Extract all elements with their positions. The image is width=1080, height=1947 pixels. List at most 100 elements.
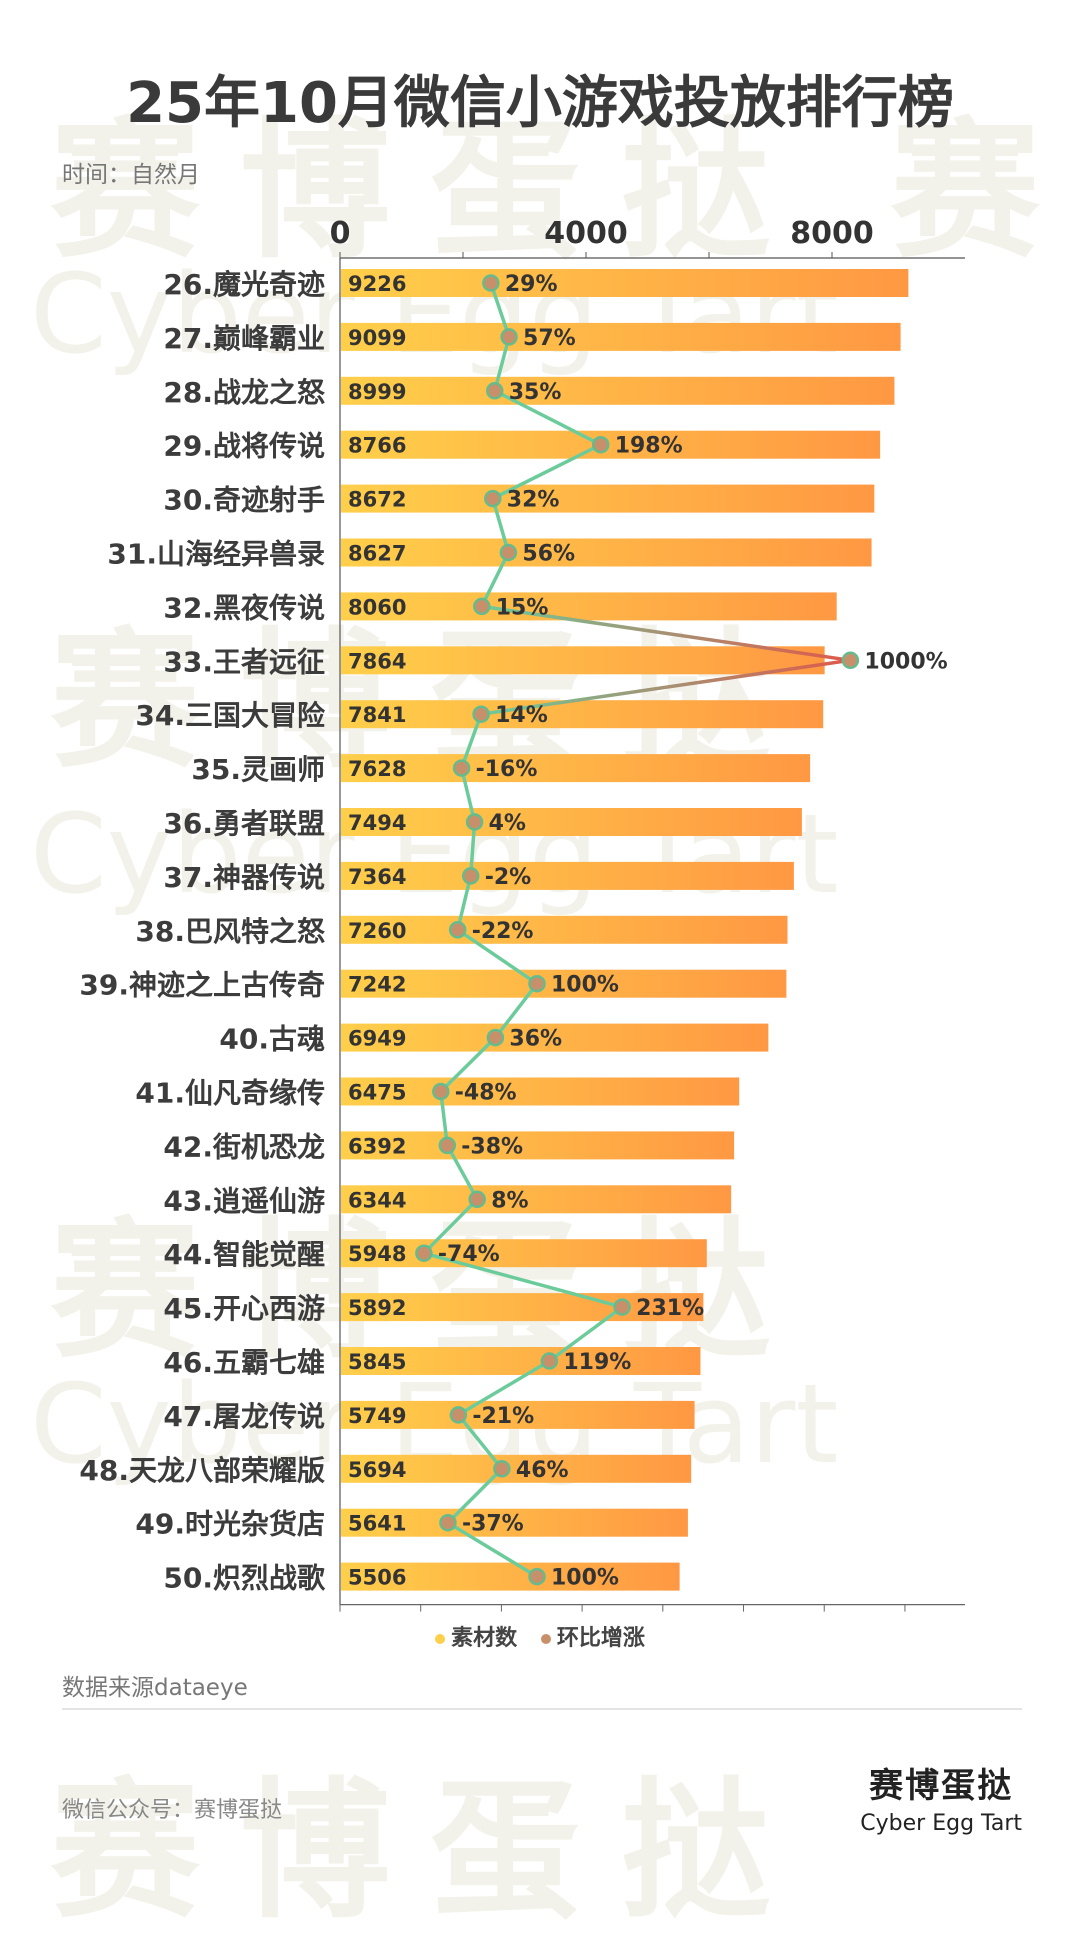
account-label: 微信公众号：赛博蛋挞 [62, 1798, 283, 1823]
bar [341, 538, 872, 567]
growth-line-segment [455, 874, 473, 932]
bar [341, 754, 811, 783]
bar-value-label: 6344 [348, 1188, 406, 1212]
brand-name-en: Cyber Egg Tart [860, 1811, 1022, 1836]
category-label: 31.山海经异兽录 [107, 538, 325, 571]
brand-logo: 赛博蛋挞 Cyber Egg Tart [860, 1758, 1022, 1836]
legend-item-bar[interactable]: 素材数 [435, 1620, 517, 1652]
growth-point [415, 1244, 433, 1262]
growth-line-segment [489, 281, 511, 339]
bar [341, 861, 794, 890]
bar-value-label: 7242 [348, 973, 406, 997]
bar [341, 1454, 692, 1483]
growth-line-segment [480, 550, 511, 609]
growth-point [452, 759, 471, 777]
growth-point [486, 1028, 505, 1047]
growth-label: 1000% [864, 649, 947, 674]
bar [341, 322, 901, 351]
growth-label: 119% [563, 1350, 631, 1375]
category-label: 43.逍遥仙游 [163, 1184, 325, 1217]
bar-value-label: 7260 [348, 919, 406, 943]
growth-label: 15% [496, 595, 549, 620]
bar-value-label: 5694 [348, 1458, 406, 1482]
growth-label: 29% [505, 272, 558, 297]
ranking-chart: 0 4000 8000 26.魔光奇迹 9226 27.巅峰霸业 9099 28.战龙之怒 89… [79, 216, 965, 1612]
category-label: 47.屠龙传说 [163, 1400, 325, 1433]
bar-value-label: 8060 [348, 595, 406, 619]
bar [341, 808, 802, 836]
growth-label: 36% [509, 1027, 562, 1052]
growth-label: 100% [551, 1566, 619, 1591]
growth-point [528, 1567, 546, 1586]
page-title: 25年10月微信小游戏投放排行榜 [126, 71, 954, 136]
growth-label: 100% [551, 973, 619, 998]
category-label: 39.神迹之上古传奇 [79, 969, 325, 1002]
bar [341, 1185, 732, 1214]
growth-label: 56% [522, 542, 575, 567]
growth-point [432, 1082, 450, 1101]
bar [341, 1347, 701, 1375]
growth-line-segment [455, 928, 539, 986]
bar-value-label: 6475 [348, 1081, 406, 1105]
growth-label: -2% [485, 865, 531, 890]
bar [341, 1131, 735, 1160]
bar [341, 1400, 695, 1429]
bar [341, 430, 881, 459]
bar [341, 484, 875, 513]
growth-line-segment [479, 658, 853, 716]
bar-value-label: 5845 [348, 1350, 406, 1374]
bar [341, 1293, 704, 1322]
bar-value-label: 8672 [348, 488, 406, 512]
chart-legend: 素材数 环比增涨 [0, 1620, 1080, 1652]
growth-label: -16% [476, 757, 538, 782]
bar [341, 700, 824, 729]
growth-point [540, 1352, 559, 1370]
growth-point [591, 435, 610, 454]
bar [341, 269, 909, 297]
growth-line-segment [491, 442, 603, 501]
category-label: 42.街机恐龙 [163, 1130, 325, 1163]
growth-point [439, 1513, 457, 1532]
data-source: 数据来源dataeye [62, 1675, 248, 1701]
growth-line-segment [491, 496, 511, 555]
category-label: 35.灵画师 [191, 753, 325, 786]
growth-label: -38% [461, 1134, 523, 1159]
bar-value-label: 5948 [348, 1242, 406, 1266]
bar-value-label: 5749 [348, 1404, 406, 1428]
growth-point [499, 543, 518, 562]
growth-label: 14% [495, 703, 548, 728]
bar [341, 1562, 680, 1591]
growth-line-segment [493, 335, 511, 393]
growth-label: -74% [438, 1242, 500, 1267]
growth-point [500, 328, 518, 346]
category-label: 49.时光杂货店 [135, 1508, 325, 1541]
watermark-text: 赛博蛋挞 [50, 1765, 811, 1939]
growth-point [468, 1190, 486, 1209]
bar-value-label: 7364 [348, 865, 406, 889]
growth-label: 35% [509, 380, 562, 405]
growth-line-segment [456, 1413, 504, 1471]
category-label: 41.仙凡奇缘传 [135, 1077, 325, 1110]
growth-point [465, 813, 484, 831]
growth-point [493, 1460, 511, 1478]
growth-point [482, 274, 500, 292]
growth-line-segment [493, 389, 603, 447]
growth-point [484, 489, 502, 508]
category-label: 33.王者远征 [163, 645, 325, 678]
category-label: 44.智能觉醒 [163, 1238, 325, 1271]
x-tick-label: 8000 [790, 216, 874, 251]
legend-item-line[interactable]: 环比增涨 [540, 1620, 645, 1652]
growth-label: 198% [615, 434, 683, 459]
category-label: 45.开心西游 [163, 1292, 325, 1325]
bar-value-label: 5641 [348, 1512, 406, 1536]
growth-label: 231% [636, 1296, 704, 1321]
category-label: 36.勇者联盟 [163, 807, 325, 840]
bar-value-label: 9099 [348, 326, 406, 350]
category-label: 46.五霸七雄 [163, 1346, 325, 1379]
growth-point [438, 1136, 457, 1155]
legend-dot-icon [435, 1634, 446, 1644]
bar-value-label: 8999 [348, 380, 406, 404]
growth-point [461, 867, 480, 885]
growth-point [448, 921, 467, 939]
growth-line-segment [422, 1251, 624, 1309]
